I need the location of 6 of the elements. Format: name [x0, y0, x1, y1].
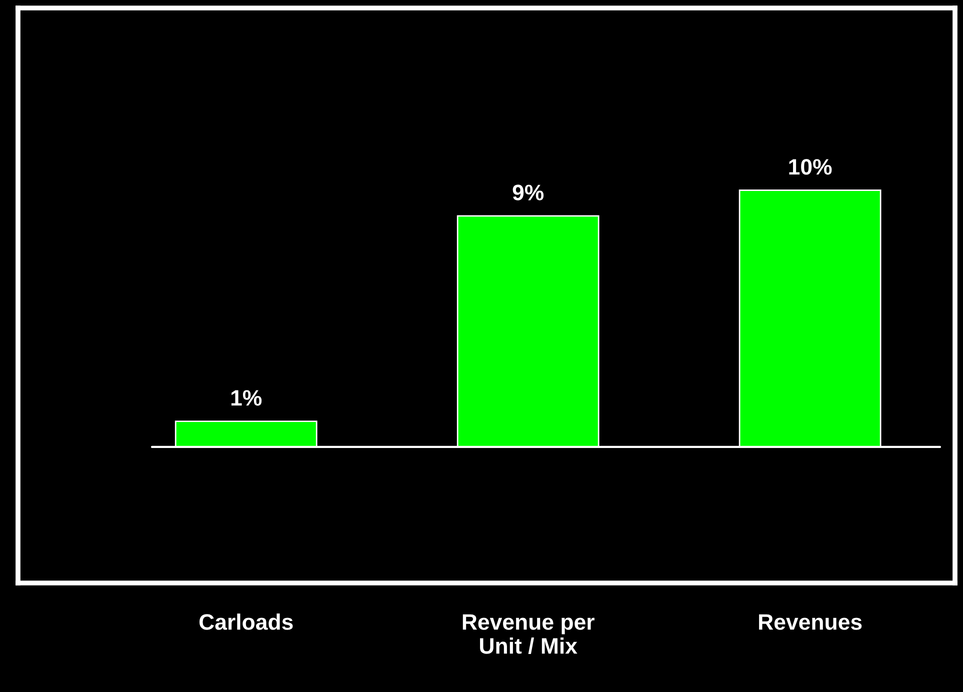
data-label: 1% [231, 390, 262, 406]
x-tick-label: Revenue per Unit / Mix [462, 614, 594, 654]
x-tick-label: Carloads [199, 614, 293, 630]
data-label: 9% [512, 184, 544, 200]
data-label: 10% [789, 159, 832, 175]
x-tick-label: Revenues [759, 614, 862, 630]
